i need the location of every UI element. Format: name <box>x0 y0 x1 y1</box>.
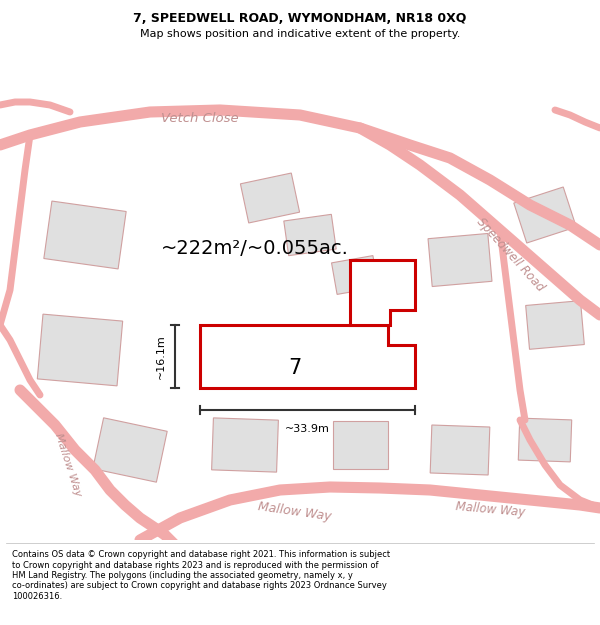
Polygon shape <box>44 201 126 269</box>
Text: 7: 7 <box>289 358 302 378</box>
Polygon shape <box>212 418 278 472</box>
Polygon shape <box>284 214 336 256</box>
Text: Mallow Way: Mallow Way <box>455 501 526 519</box>
Polygon shape <box>332 421 388 469</box>
Polygon shape <box>514 187 576 243</box>
Text: ~33.9m: ~33.9m <box>285 424 330 434</box>
Text: Speedwell Road: Speedwell Road <box>473 216 547 294</box>
Polygon shape <box>93 418 167 482</box>
Text: Mallow Way: Mallow Way <box>53 432 83 498</box>
Polygon shape <box>241 173 299 223</box>
Polygon shape <box>332 256 379 294</box>
Text: Map shows position and indicative extent of the property.: Map shows position and indicative extent… <box>140 29 460 39</box>
Polygon shape <box>350 260 415 325</box>
Text: ~222m²/~0.055ac.: ~222m²/~0.055ac. <box>161 239 349 258</box>
Polygon shape <box>526 301 584 349</box>
Polygon shape <box>428 234 492 286</box>
Text: Vetch Close: Vetch Close <box>161 111 239 124</box>
Polygon shape <box>37 314 122 386</box>
Text: ~16.1m: ~16.1m <box>156 334 166 379</box>
Polygon shape <box>200 325 415 388</box>
Text: 7, SPEEDWELL ROAD, WYMONDHAM, NR18 0XQ: 7, SPEEDWELL ROAD, WYMONDHAM, NR18 0XQ <box>133 12 467 26</box>
Polygon shape <box>430 425 490 475</box>
Text: Mallow Way: Mallow Way <box>257 501 332 524</box>
Polygon shape <box>518 418 572 462</box>
Text: Contains OS data © Crown copyright and database right 2021. This information is : Contains OS data © Crown copyright and d… <box>12 550 390 601</box>
